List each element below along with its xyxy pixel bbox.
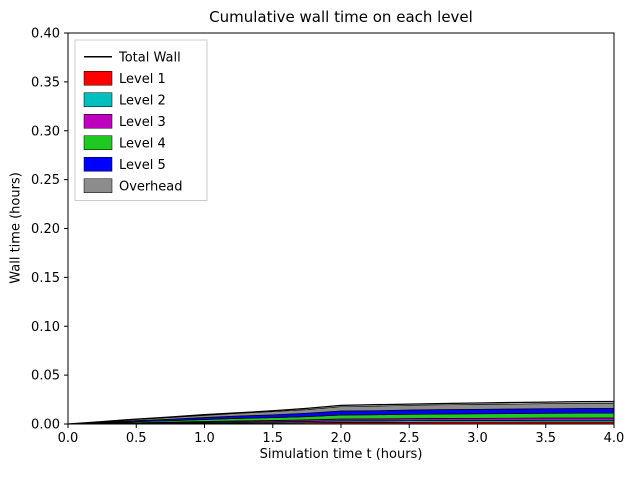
legend-label: Level 1 — [119, 72, 166, 87]
x-tick-label: 0.5 — [126, 431, 147, 446]
y-tick-label: 0.30 — [31, 124, 60, 139]
x-tick-label: 0.0 — [58, 431, 79, 446]
legend-swatch — [83, 135, 113, 150]
legend-label: Total Wall — [118, 50, 181, 65]
y-tick-label: 0.00 — [31, 418, 60, 433]
y-tick-label: 0.20 — [31, 222, 60, 237]
x-tick-label: 4.0 — [604, 431, 625, 446]
legend-label: Level 4 — [119, 136, 166, 151]
legend-label: Overhead — [119, 179, 183, 194]
legend-swatch — [83, 71, 113, 86]
y-tick-label: 0.05 — [31, 369, 60, 384]
y-axis-label: Wall time (hours) — [8, 172, 24, 284]
x-tick-label: 3.5 — [535, 431, 556, 446]
x-tick-label: 2.0 — [331, 431, 352, 446]
legend-swatch — [83, 92, 113, 107]
y-tick-label: 0.35 — [31, 75, 60, 90]
chart-title: Cumulative wall time on each level — [209, 8, 473, 26]
legend-label: Level 2 — [119, 93, 166, 108]
y-tick-label: 0.25 — [31, 173, 60, 188]
y-tick-label: 0.10 — [31, 320, 60, 335]
x-tick-label: 2.5 — [399, 431, 420, 446]
legend-label: Level 5 — [119, 158, 166, 173]
x-axis-label: Simulation time t (hours) — [259, 447, 423, 462]
y-tick-label: 0.15 — [31, 271, 60, 286]
legend-swatch — [83, 178, 113, 193]
total-wall-line — [67, 400, 615, 425]
legend-swatch — [83, 157, 113, 172]
legend-swatch — [83, 114, 113, 129]
x-tick-label: 1.5 — [262, 431, 283, 446]
x-tick-label: 3.0 — [467, 431, 488, 446]
legend-label: Level 3 — [119, 115, 166, 130]
x-tick-label: 1.0 — [194, 431, 215, 446]
y-tick-label: 0.40 — [31, 27, 60, 42]
